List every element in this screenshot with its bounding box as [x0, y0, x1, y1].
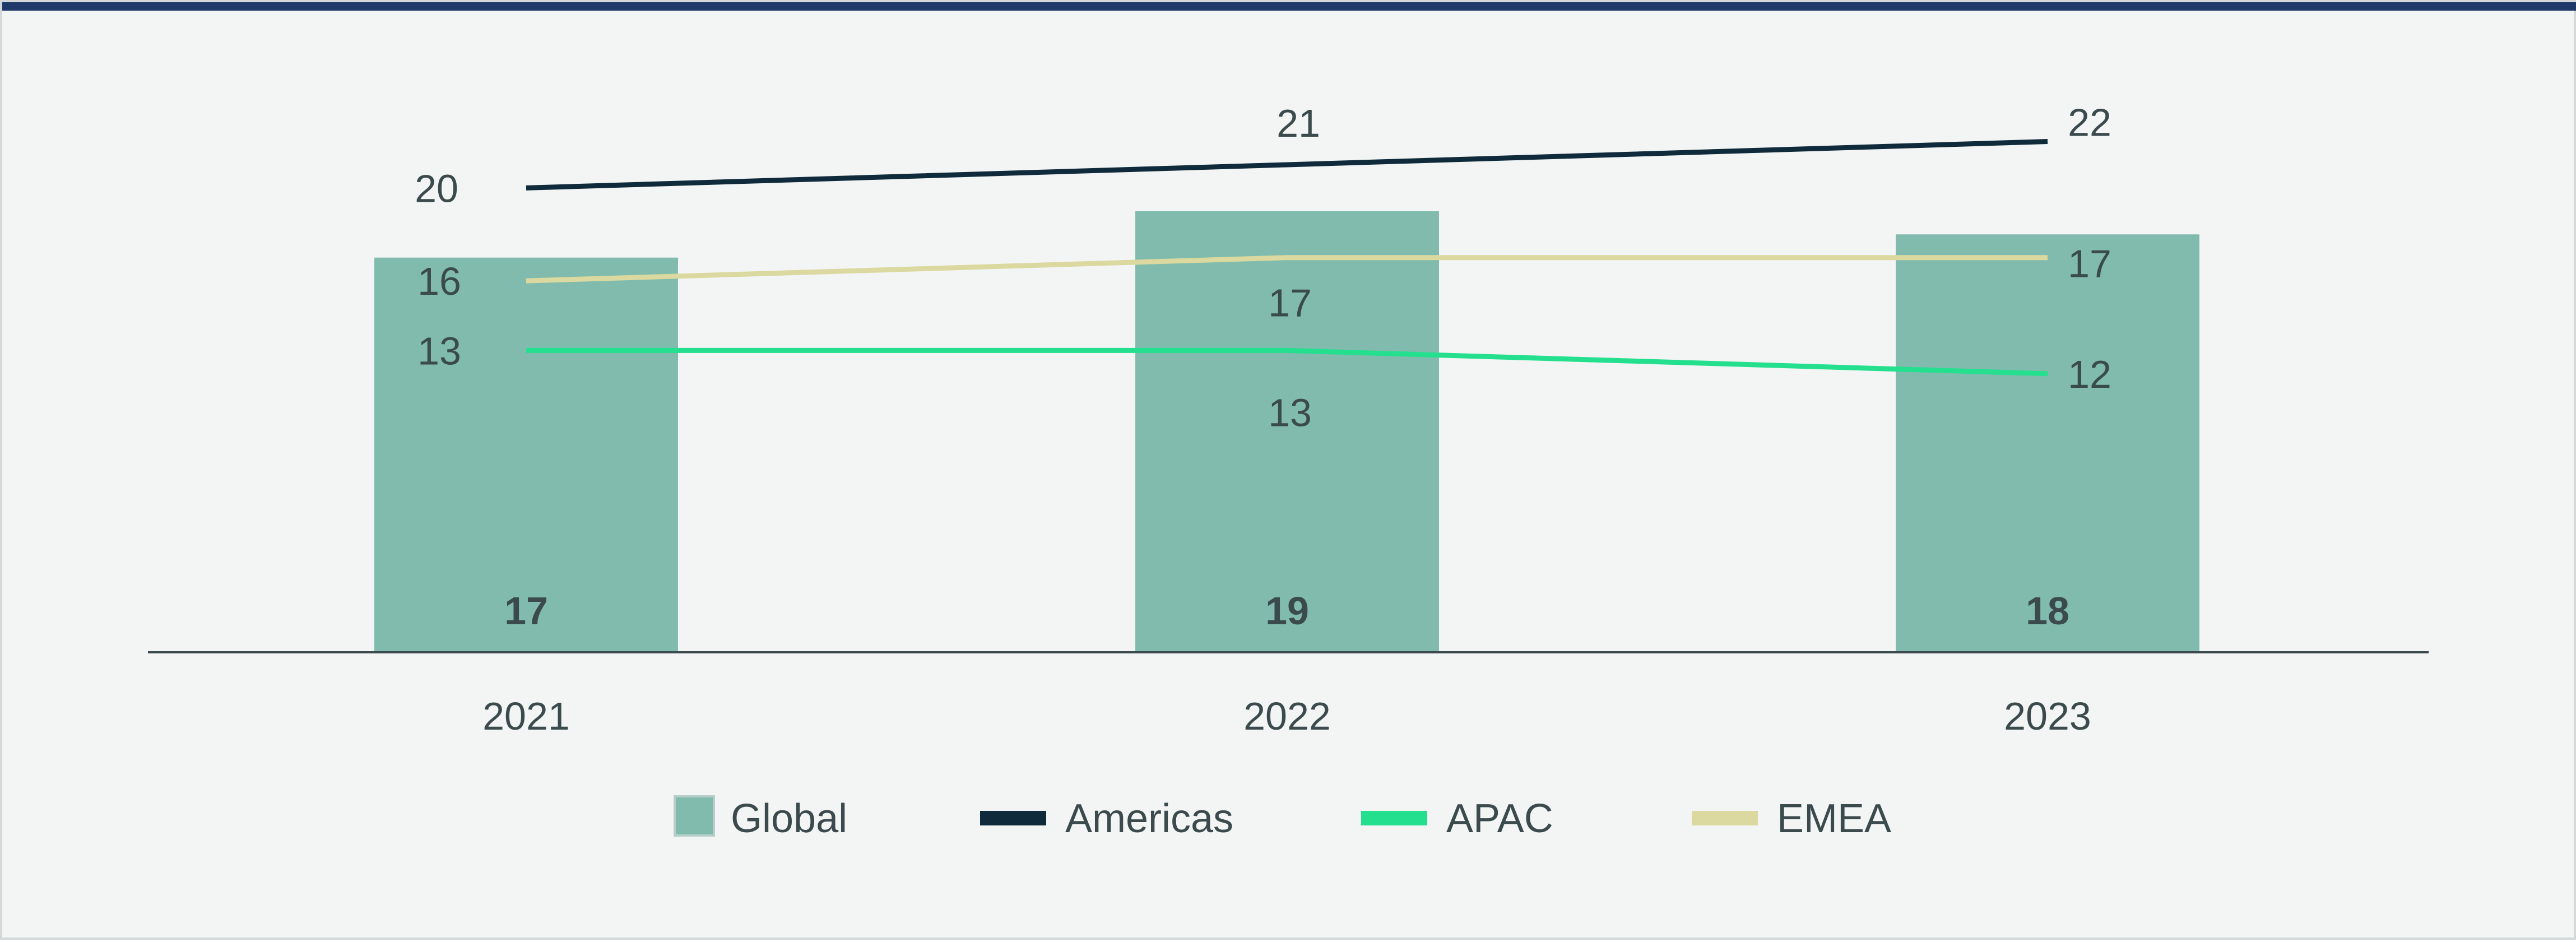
point-label-emea-2021: 16: [417, 259, 461, 303]
point-label-apac-2023: 12: [2068, 352, 2111, 396]
bar-global-2022: [1135, 211, 1439, 653]
chart-top-rule: [2, 2, 2576, 11]
point-label-emea-2022: 17: [1268, 281, 1312, 325]
bar-global-2023: [1896, 234, 2199, 652]
legend-label-apac: APAC: [1446, 796, 1553, 841]
point-label-apac-2022: 13: [1268, 391, 1312, 434]
legend-item-emea: EMEA: [1692, 796, 1891, 841]
legend: Global Americas APAC EMEA: [674, 795, 1891, 841]
point-label-americas-2022: 21: [1277, 101, 1320, 145]
point-label-americas-2021: 20: [415, 166, 458, 210]
legend-label-global: Global: [731, 796, 847, 841]
bars-layer: [374, 211, 2199, 653]
line-emea: [526, 255, 2048, 284]
point-label-emea-2023: 17: [2068, 242, 2111, 286]
x-tick-label-2021: 2021: [482, 694, 570, 738]
bar-global-2021: [374, 257, 678, 652]
line-apac: [526, 347, 2048, 377]
point-label-apac-2021: 13: [417, 329, 461, 373]
legend-item-americas: Americas: [980, 796, 1233, 841]
legend-item-apac: APAC: [1361, 796, 1553, 841]
line-americas: [526, 139, 2048, 191]
legend-swatch-emea: [1692, 811, 1758, 825]
bar-label-global-2021: 17: [504, 589, 548, 633]
legend-swatch-apac: [1361, 811, 1427, 825]
lines-layer: [526, 139, 2048, 377]
legend-item-global: Global: [674, 795, 847, 841]
legend-swatch-global: [674, 795, 715, 837]
bar-label-global-2023: 18: [2026, 589, 2069, 633]
legend-swatch-americas: [980, 811, 1046, 825]
legend-label-emea: EMEA: [1777, 796, 1891, 841]
x-tick-label-2022: 2022: [1243, 694, 1331, 738]
x-tick-label-2023: 2023: [2004, 694, 2091, 738]
point-label-americas-2023: 22: [2068, 101, 2111, 145]
legend-label-americas: Americas: [1065, 796, 1233, 841]
bar-label-global-2022: 19: [1265, 589, 1309, 633]
